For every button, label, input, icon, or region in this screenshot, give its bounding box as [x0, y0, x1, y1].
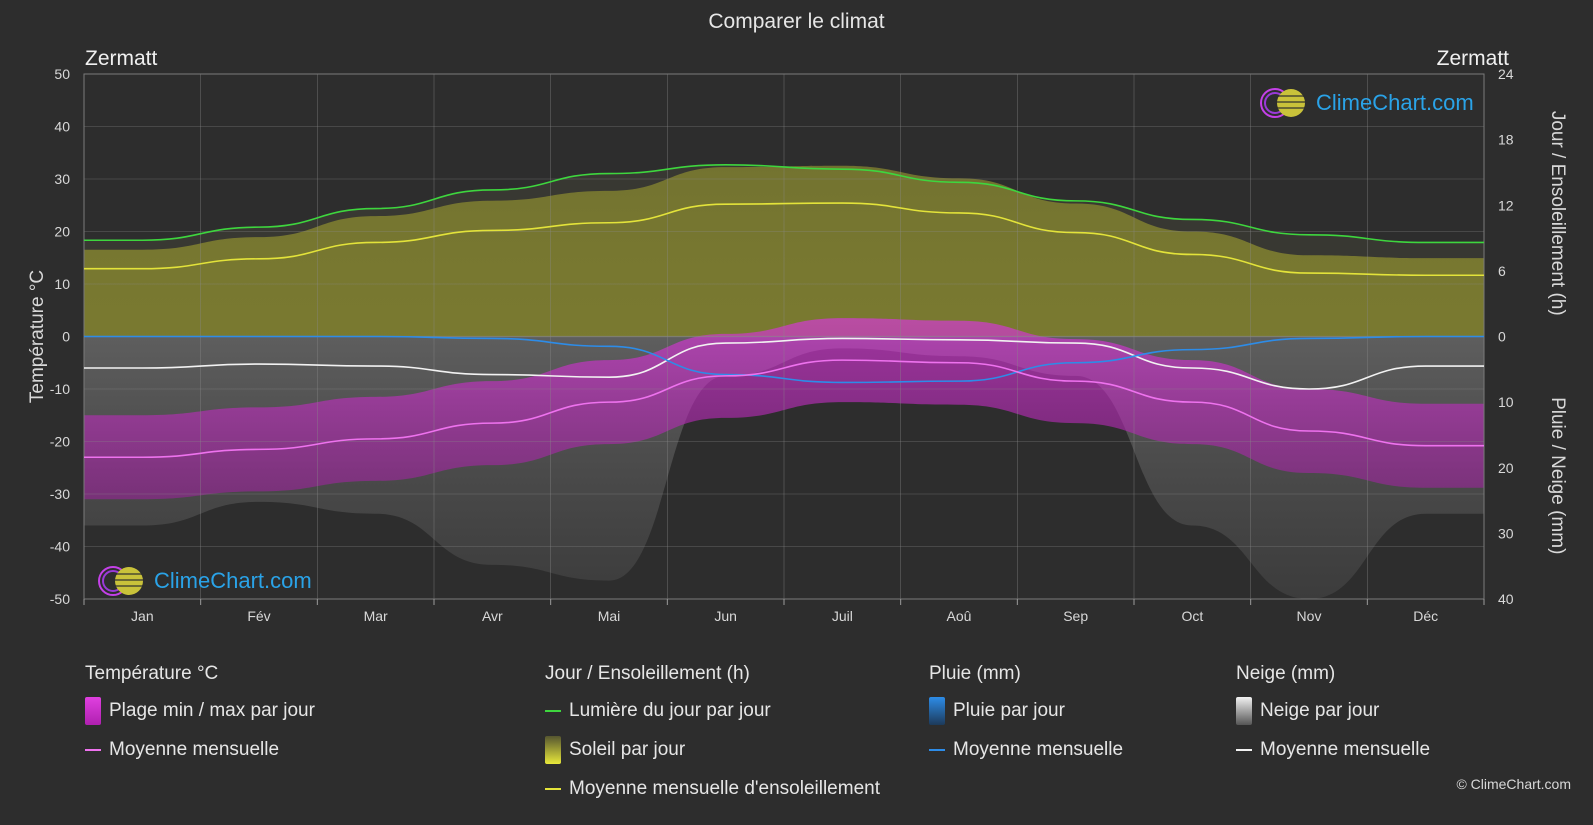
legend-daylight: Lumière du jour par jour [545, 691, 880, 730]
y-left-tick-label: -10 [50, 381, 70, 397]
brand-logo-bottom: ClimeChart.com [96, 564, 312, 598]
y-right-bottom-tick-label: 40 [1498, 591, 1514, 607]
x-tick-label: Sep [1063, 608, 1088, 624]
legend-rain-day-label: Pluie par jour [953, 699, 1065, 721]
rain-avg-swatch [929, 748, 945, 751]
y-left-tick-label: 50 [54, 66, 70, 82]
legend-rain: Pluie (mm) Pluie par jour Moyenne mensue… [929, 663, 1123, 769]
legend-sun-avg-label: Moyenne mensuelle d'ensoleillement [569, 777, 880, 799]
y-left-tick-label: -20 [50, 434, 70, 450]
x-tick-label: Aoû [947, 608, 972, 624]
y-left-tick-label: 0 [62, 329, 70, 345]
copyright: © ClimeChart.com [1456, 776, 1571, 792]
daylight-line [84, 163, 1484, 244]
temperature-avg-line [84, 359, 1484, 459]
legend-snow: Neige (mm) Neige par jour Moyenne mensue… [1236, 663, 1430, 769]
legend-sunshine: Jour / Ensoleillement (h) Lumière du jou… [545, 663, 880, 808]
legend-sunshine-header: Jour / Ensoleillement (h) [545, 663, 750, 684]
x-tick-label: Juil [832, 608, 853, 624]
y-right-top-tick-label: 24 [1498, 66, 1514, 82]
snow-swatch [1236, 696, 1252, 725]
legend-temp-range-label: Plage min / max par jour [109, 699, 315, 721]
x-tick-label: Mai [598, 608, 621, 624]
x-tick-label: Mar [364, 608, 388, 624]
y-right-bottom-tick-label: 20 [1498, 460, 1514, 476]
y-right-top-tick-label: 18 [1498, 132, 1514, 148]
y-left-tick-label: 40 [54, 119, 70, 135]
y-right-top-tick-label: 12 [1498, 197, 1514, 213]
daylight-swatch [545, 709, 561, 712]
legend-daylight-label: Lumière du jour par jour [569, 699, 771, 721]
x-tick-label: Oct [1181, 608, 1203, 624]
temp-avg-swatch [85, 748, 101, 751]
snow-avg-swatch [1236, 748, 1252, 751]
legend-sun: Soleil par jour [545, 730, 880, 769]
temp-range-swatch [85, 696, 101, 725]
legend-sun-avg: Moyenne mensuelle d'ensoleillement [545, 769, 880, 808]
y-left-tick-label: 30 [54, 171, 70, 187]
brand-logo-text[interactable]: ClimeChart.com [154, 568, 312, 593]
x-tick-label: Jun [714, 608, 737, 624]
y-left-tick-label: 10 [54, 276, 70, 292]
x-tick-label: Nov [1297, 608, 1322, 624]
legend-rain-avg-label: Moyenne mensuelle [953, 738, 1124, 760]
y-right-top-axis-title: Jour / Ensoleillement (h) [1547, 111, 1568, 316]
legend-snow-header: Neige (mm) [1236, 663, 1336, 684]
x-tick-label: Déc [1413, 608, 1438, 624]
sun-swatch [545, 735, 561, 764]
y-left-axis-title: Température °C [27, 270, 48, 403]
legend: Température °C Plage min / max par jour … [0, 663, 1593, 823]
legend-sun-label: Soleil par jour [569, 738, 686, 760]
brand-logo-text[interactable]: ClimeChart.com [1316, 90, 1474, 115]
rain-avg-line [84, 335, 1484, 384]
y-right-top-tick-label: 0 [1498, 329, 1506, 345]
y-right-top-tick-label: 6 [1498, 263, 1506, 279]
legend-rain-avg: Moyenne mensuelle [929, 730, 1123, 769]
chart-title: Comparer le climat [708, 10, 885, 33]
snow-avg-line [84, 337, 1484, 390]
y-right-bottom-tick-label: 30 [1498, 525, 1514, 541]
legend-rain-header: Pluie (mm) [929, 663, 1021, 684]
sun-avg-swatch [545, 787, 561, 790]
legend-snow-avg: Moyenne mensuelle [1236, 730, 1430, 769]
climate-chart: 50 40 30 20 10 0 -10 -20 -30 -40 -50 24 18 12 6 0 10 20 30… [27, 66, 1568, 624]
y-left-tick-label: 20 [54, 224, 70, 240]
brand-logo-icon [98, 566, 143, 596]
legend-temperature-header: Température °C [85, 663, 219, 684]
rain-swatch [929, 696, 945, 725]
legend-snow-avg-label: Moyenne mensuelle [1260, 738, 1431, 760]
y-left-tick-label: -50 [50, 591, 70, 607]
sunshine-avg-line [84, 202, 1484, 277]
legend-temp-avg-label: Moyenne mensuelle [109, 738, 280, 760]
legend-snow-day: Neige par jour [1236, 691, 1430, 730]
x-tick-label: Fév [247, 608, 270, 624]
legend-temperature: Température °C Plage min / max par jour … [85, 663, 315, 769]
legend-temp-range: Plage min / max par jour [85, 691, 315, 730]
y-left-tick-label: -40 [50, 539, 70, 555]
legend-temp-avg: Moyenne mensuelle [85, 730, 315, 769]
location-left: Zermatt [85, 47, 158, 70]
x-tick-label: Avr [482, 608, 503, 624]
location-right: Zermatt [1436, 47, 1509, 70]
y-right-bottom-axis-title: Pluie / Neige (mm) [1547, 397, 1568, 554]
legend-snow-day-label: Neige par jour [1260, 699, 1380, 721]
brand-logo-icon [1260, 88, 1305, 118]
brand-logo-top: ClimeChart.com [1258, 86, 1474, 120]
y-right-bottom-tick-label: 10 [1498, 394, 1514, 410]
legend-rain-day: Pluie par jour [929, 691, 1123, 730]
x-tick-label: Jan [131, 608, 154, 624]
y-left-tick-label: -30 [50, 486, 70, 502]
